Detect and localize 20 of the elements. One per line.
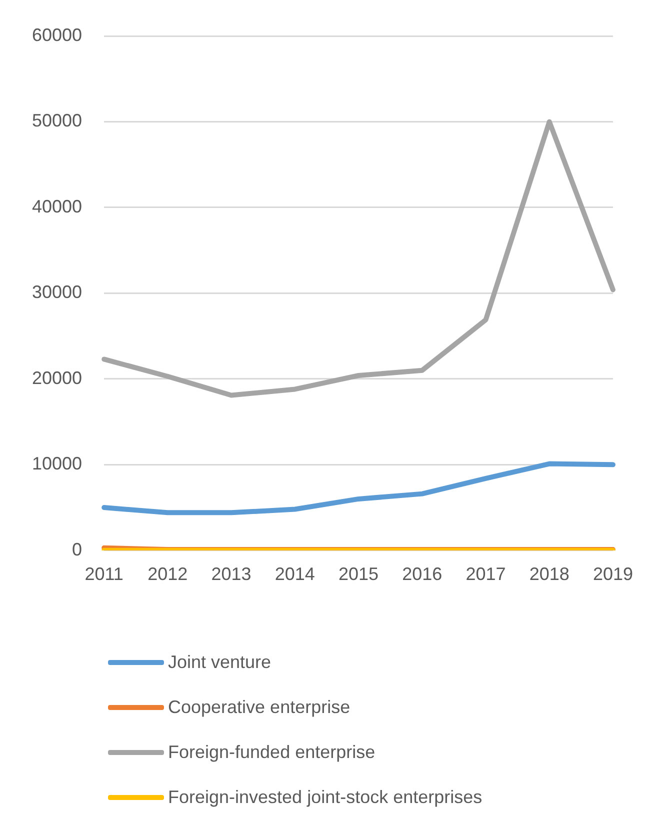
x-tick-label: 2011 bbox=[84, 564, 124, 584]
y-tick-label: 60000 bbox=[32, 24, 82, 45]
legend-label: Cooperative enterprise bbox=[168, 697, 350, 718]
x-tick-label: 2014 bbox=[274, 564, 315, 584]
y-tick-label: 40000 bbox=[32, 196, 82, 216]
x-tick-label: 2018 bbox=[529, 564, 570, 584]
y-tick-label: 30000 bbox=[32, 282, 82, 302]
y-tick-label: 20000 bbox=[32, 368, 82, 388]
legend-label: Joint venture bbox=[168, 652, 272, 673]
y-tick-label: 10000 bbox=[32, 454, 82, 474]
y-tick-label: 50000 bbox=[32, 110, 82, 131]
x-tick-label: 2015 bbox=[338, 564, 379, 584]
x-tick-label: 2019 bbox=[592, 564, 633, 584]
x-tick-label: 2017 bbox=[466, 564, 506, 584]
x-tick-label: 2013 bbox=[211, 564, 252, 584]
y-tick-label: 0 bbox=[72, 539, 82, 560]
legend-label: Foreign-funded enterprise bbox=[168, 742, 376, 763]
legend-label: Foreign-invested joint-stock enterprises bbox=[168, 787, 482, 808]
x-tick-label: 2016 bbox=[402, 564, 442, 584]
x-tick-label: 2012 bbox=[148, 564, 188, 584]
